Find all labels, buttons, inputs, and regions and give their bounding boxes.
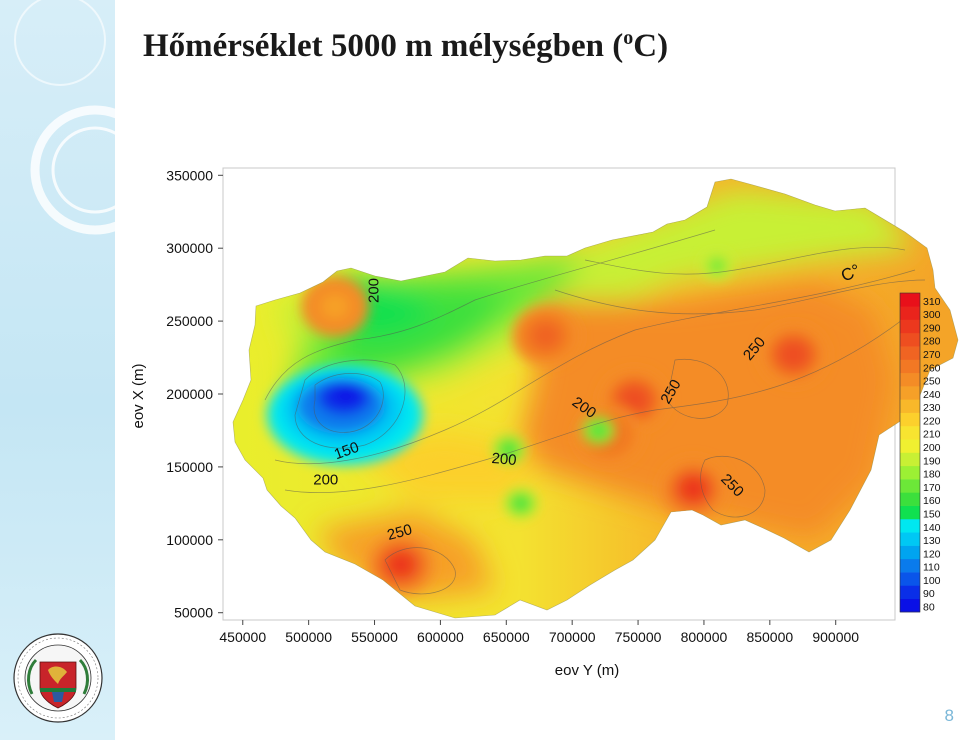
colorbar-label: 110: [923, 562, 940, 574]
x-tick-label: 750000: [615, 629, 662, 645]
hot-spot-ring: [779, 342, 808, 368]
colorbar-swatch: [900, 346, 920, 360]
colorbar-swatch: [900, 306, 920, 320]
cold-spot-core: [499, 441, 518, 458]
hot-spot-ring: [321, 293, 349, 320]
slide-title: Hőmérséklet 5000 m mélységben (oC): [143, 27, 669, 64]
cold-spot-core: [511, 495, 530, 512]
university-seal-logo: [13, 633, 103, 723]
colorbar-swatch: [900, 598, 920, 613]
page-number: 8: [944, 706, 954, 725]
colorbar-label: 260: [923, 362, 941, 374]
x-tick-label: 450000: [219, 629, 266, 645]
contour-label: 200: [365, 278, 382, 303]
x-tick-label: 600000: [417, 629, 464, 645]
colorbar-border: [899, 292, 921, 613]
colorbar-label: 100: [923, 575, 941, 587]
colorbar-label: 180: [923, 469, 941, 481]
colorbar-swatch: [900, 319, 920, 334]
colorbar-swatch: [900, 332, 920, 347]
colorbar-swatch: [900, 425, 920, 440]
colorbar-swatch: [900, 452, 920, 467]
hot-spot-ring: [531, 323, 560, 349]
colorbar-label: 240: [923, 389, 941, 401]
cold-spots: [492, 251, 734, 518]
colorbar-label: 250: [923, 376, 941, 388]
colorbar-label: 160: [923, 495, 941, 507]
colorbar-swatch: [900, 399, 920, 413]
y-tick-label: 50000: [174, 605, 213, 621]
y-tick-label: 100000: [166, 532, 213, 548]
y-axis-label: eov X (m): [130, 363, 147, 428]
colorbar-label: 280: [923, 336, 941, 348]
hot-spot-ring: [679, 476, 708, 502]
x-tick-label: 650000: [483, 629, 530, 645]
colorbar-swatch: [900, 518, 920, 533]
colorbar-swatch: [900, 479, 920, 493]
colorbar-swatch: [900, 439, 920, 453]
y-tick-label: 350000: [166, 167, 213, 183]
contour-label: 200: [313, 471, 338, 488]
contour-label: 250: [385, 521, 414, 544]
colorbar-swatch: [900, 572, 920, 586]
colorbar-swatch: [900, 359, 920, 374]
y-tick-label: 150000: [166, 459, 213, 475]
y-tick-label: 250000: [166, 313, 213, 329]
hot-spot-ring: [620, 387, 649, 413]
colorbar-label: 210: [923, 429, 941, 441]
colorbar-label: 150: [923, 508, 941, 520]
cold-spot-core: [708, 257, 727, 274]
colorbar-label: 310: [923, 296, 941, 308]
colorbar-swatch: [900, 505, 920, 520]
cold-spot-core: [589, 422, 608, 439]
x-tick-label: 900000: [812, 629, 859, 645]
colorbar-swatch: [900, 372, 920, 387]
colorbar-swatch: [900, 293, 920, 307]
x-tick-label: 700000: [549, 629, 596, 645]
colorbar-swatch: [900, 465, 920, 480]
x-axis-label: eov Y (m): [555, 662, 619, 679]
colorbar-label: 140: [923, 522, 941, 534]
colorbar-label: 300: [923, 309, 941, 321]
colorbar-label: 90: [923, 588, 935, 600]
x-tick-label: 500000: [285, 629, 332, 645]
hot-spot-ring: [386, 551, 415, 578]
colorbar-swatch: [900, 386, 920, 400]
y-axis-ticks: 50000 100000 150000 200000 250000 300000 35000…: [166, 167, 223, 621]
colorbar-label: 130: [923, 535, 941, 547]
colorbar-swatch: [900, 492, 920, 506]
colorbar-swatch: [900, 558, 920, 573]
colorbar-swatch: [900, 412, 920, 427]
x-axis-ticks: 450000 500000 550000 600000 650000 700000 7500…: [219, 620, 859, 645]
colorbar-label: 230: [923, 402, 941, 414]
colorbar-label: 220: [923, 415, 941, 427]
contour-lines: [264, 229, 926, 595]
decorative-rings: [14, 0, 115, 235]
colorbar-label: 170: [923, 482, 941, 494]
colorbar-label: 270: [923, 349, 941, 361]
x-tick-label: 800000: [681, 629, 728, 645]
x-tick-label: 850000: [746, 629, 793, 645]
cold-dome: [267, 365, 423, 465]
colorbar-label: 290: [923, 322, 941, 334]
y-tick-label: 300000: [166, 240, 213, 256]
colorbar-swatch: [900, 545, 920, 560]
colorbar-label: 120: [923, 548, 941, 560]
colorbar-label: 200: [923, 442, 941, 454]
colorbar-swatch: [900, 532, 920, 546]
colorbar-label: 80: [923, 602, 935, 614]
colorbar-swatch: [900, 585, 920, 600]
contour-label: 200: [491, 450, 517, 469]
colorbar-label: 190: [923, 455, 941, 467]
x-tick-label: 550000: [351, 629, 398, 645]
y-tick-label: 200000: [166, 386, 213, 402]
